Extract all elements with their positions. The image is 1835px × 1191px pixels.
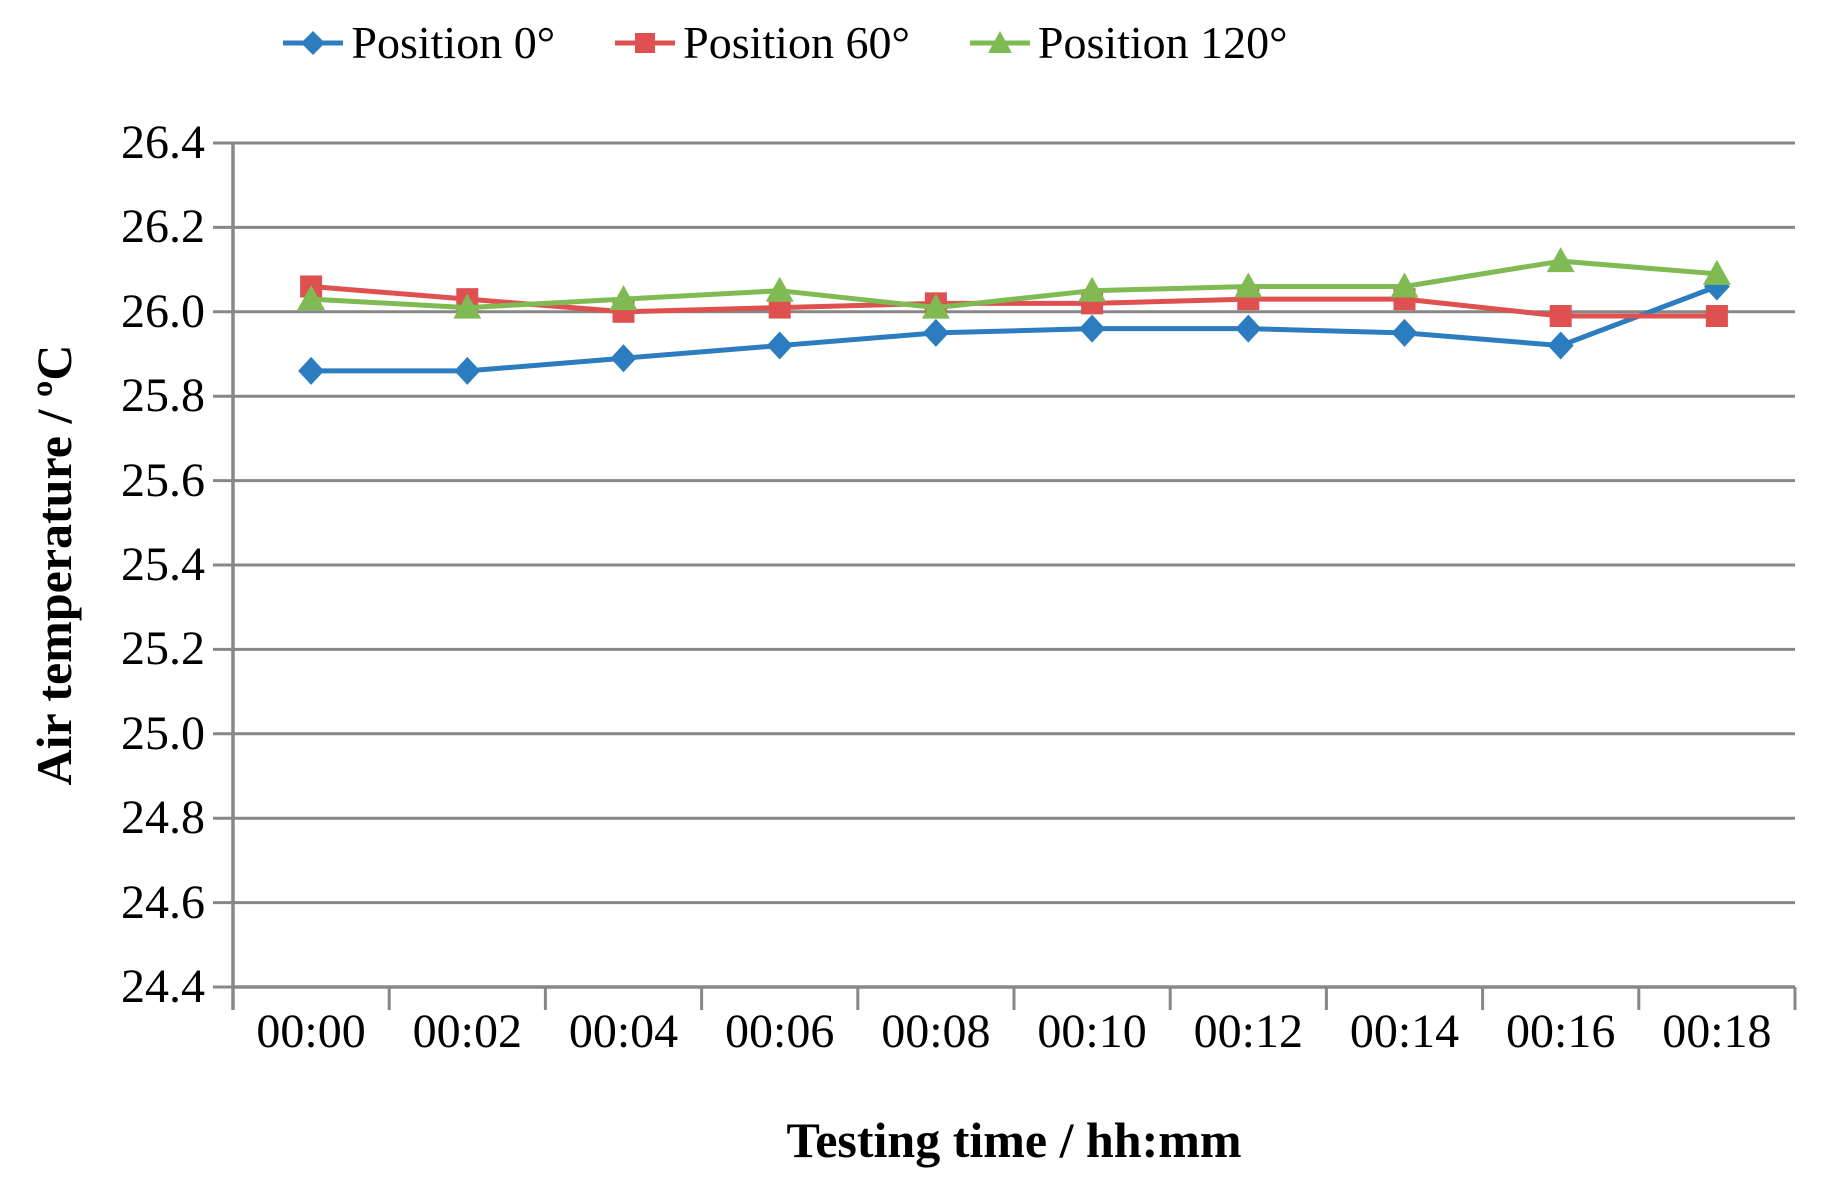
series-marker	[1705, 305, 1728, 328]
y-tick-label: 26.0	[121, 284, 205, 338]
y-tick-label: 25.6	[121, 453, 205, 507]
series-marker	[766, 331, 793, 360]
series-line	[308, 283, 1720, 374]
series-marker	[1078, 276, 1107, 302]
legend-item-label: Position 0°	[351, 17, 556, 68]
y-tick-label: 24.4	[121, 960, 205, 1013]
x-tick-label: 00:04	[568, 1005, 679, 1058]
series-line	[308, 258, 1720, 311]
series-marker	[454, 356, 481, 385]
series-marker	[297, 285, 326, 311]
x-tick-label: 00:08	[881, 1005, 991, 1058]
x-tick-label: 00:14	[1349, 1005, 1460, 1058]
y-tick-label: 25.2	[121, 622, 205, 676]
series-marker	[1702, 259, 1731, 285]
series-marker	[922, 318, 949, 347]
y-axis-title: Air temperature / ºC	[26, 344, 82, 786]
series-marker	[1235, 314, 1262, 343]
series-marker	[1549, 305, 1572, 328]
y-tick-label: 25.0	[121, 706, 205, 760]
x-tick-label: 00:12	[1193, 1005, 1303, 1058]
legend-item: Position 60°	[613, 20, 910, 66]
legend-item-label: Position 120°	[1037, 17, 1288, 68]
series-marker	[453, 293, 482, 319]
triangle-up-legend-marker-icon	[969, 31, 1030, 53]
series-marker	[1234, 272, 1263, 298]
y-tick-label: 24.8	[121, 791, 205, 845]
y-tick-label: 26.4	[121, 116, 205, 169]
series-marker	[610, 344, 637, 373]
x-axis-title: Testing time / hh:mm	[786, 1112, 1242, 1168]
series-marker	[1546, 247, 1575, 273]
y-tick-label: 26.2	[121, 200, 205, 254]
square-legend-marker-icon	[615, 33, 676, 53]
series-marker	[298, 356, 325, 385]
series-marker	[1391, 318, 1418, 347]
y-tick-label: 25.4	[121, 538, 205, 591]
diamond-legend-marker-icon	[283, 31, 344, 55]
x-tick-label: 00:16	[1506, 1005, 1616, 1058]
series-marker	[1547, 331, 1574, 360]
legend-item: Position 120°	[968, 20, 1288, 66]
chart-legend: Position 0° Position 60° Position 120°	[0, 20, 1702, 66]
x-tick-label: 00:10	[1037, 1005, 1147, 1058]
x-tick-label: 00:18	[1662, 1005, 1772, 1058]
series-marker	[609, 285, 638, 311]
legend-item-label: Position 60°	[683, 17, 910, 68]
x-tick-label: 00:02	[412, 1005, 522, 1058]
legend-item: Position 0°	[281, 20, 555, 66]
series-marker	[765, 276, 794, 302]
y-tick-label: 25.8	[121, 369, 205, 423]
series-marker	[1079, 314, 1106, 343]
series-marker	[1390, 272, 1419, 298]
x-tick-label: 00:00	[256, 1005, 366, 1058]
y-tick-label: 24.6	[121, 875, 205, 929]
series-marker	[921, 293, 950, 319]
x-tick-label: 00:06	[725, 1005, 835, 1058]
series-marker	[768, 296, 791, 319]
